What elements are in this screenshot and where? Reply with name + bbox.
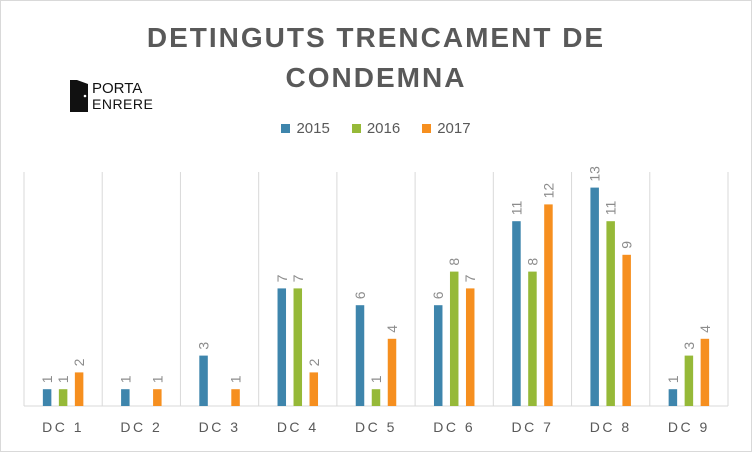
data-label: 11 [508,200,524,215]
data-label: 6 [430,291,446,299]
data-label: 9 [619,241,635,249]
bar-2016 [449,271,459,406]
data-label: 7 [462,274,478,282]
x-tick-label: DC 5 [355,419,397,435]
legend-item-2016: 2016 [351,120,401,137]
bar-2015 [668,389,678,406]
legend-label-2017: 2017 [437,120,471,137]
x-tick-label: DC 6 [433,419,475,435]
bar-2015 [42,389,52,406]
bar-2015 [277,288,287,406]
data-label: 3 [681,342,697,350]
bar-2016 [684,355,694,406]
x-tick-label: DC 3 [199,419,241,435]
bar-2017 [544,204,553,406]
data-label: 4 [384,325,400,333]
data-label: 1 [368,375,384,383]
data-label: 6 [352,291,368,299]
chart-legend: 2015 2016 2017 [0,120,752,137]
x-tick-label: DC 8 [590,419,632,435]
data-label: 8 [446,258,462,266]
data-label: 1 [117,375,133,383]
bar-2017 [74,372,84,406]
bar-2017 [309,372,319,406]
bar-2016 [371,389,381,406]
legend-swatch-2017 [422,124,432,133]
bar-2017 [231,389,240,406]
data-label: 13 [587,166,603,182]
x-tick-label: DC 4 [277,419,319,435]
porta-enrere-logo: PORTA ENRERE [70,80,153,112]
data-label: 1 [55,375,71,383]
data-label: 11 [603,200,619,215]
data-label: 2 [306,358,322,366]
bar-2015 [355,305,365,406]
legend-item-2015: 2015 [281,120,330,137]
logo-text-top: PORTA [92,80,142,97]
x-tick-label: DC 9 [668,419,710,435]
data-label: 4 [697,325,713,333]
data-label: 1 [228,375,244,383]
data-label: 8 [524,258,540,266]
legend-item-2017: 2017 [422,120,471,137]
data-label: 2 [71,358,87,366]
bar-2016 [606,221,615,406]
data-label: 7 [290,274,306,282]
bar-2016 [293,288,303,406]
bar-2015 [199,355,208,406]
x-tick-label: DC 7 [511,419,553,435]
chart-title-line-2: CONDEMNA [285,62,467,93]
data-label: 12 [540,183,556,199]
logo-text-bottom: ENRERE [92,96,153,112]
bar-2017 [622,254,631,406]
chart-title: DETINGUTS TRENCAMENT DE CONDEMNA [0,18,752,98]
bar-2017 [153,389,162,406]
data-label: 7 [274,274,290,282]
bar-2015 [512,221,521,406]
data-label: 3 [196,342,212,350]
bar-2016 [528,271,537,406]
x-tick-label: DC 2 [120,419,162,435]
bar-2015 [433,305,443,406]
x-tick-label: DC 1 [42,419,84,435]
legend-label-2015: 2015 [296,120,330,137]
data-label: 1 [149,375,165,383]
bar-2017 [387,338,397,406]
bar-2016 [58,389,68,406]
bar-2015 [590,187,599,406]
bar-2017 [700,338,710,406]
data-label: 1 [39,375,55,383]
data-label: 1 [665,375,681,383]
bar-2017 [465,288,475,406]
legend-swatch-2015 [281,124,291,133]
legend-label-2016: 2016 [366,120,401,137]
legend-swatch-2016 [351,124,361,133]
chart-title-line-1: DETINGUTS TRENCAMENT DE [146,22,606,53]
bar-2015 [121,389,130,406]
